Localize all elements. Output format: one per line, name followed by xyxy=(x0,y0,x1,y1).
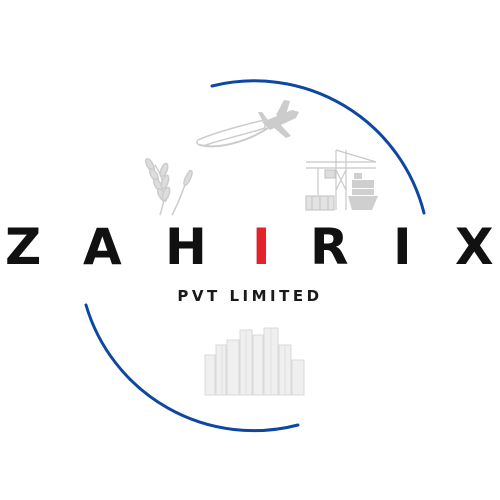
wheat-icon xyxy=(144,158,193,216)
brand-letter-h: H xyxy=(165,218,207,276)
ring-arc-top xyxy=(210,79,426,215)
brand-letter-r: R xyxy=(310,218,349,276)
airplane-icon xyxy=(196,100,299,148)
brand-letter-x: X xyxy=(455,218,494,276)
brand-letter-z: Z xyxy=(5,218,42,276)
ring-arc-bottom xyxy=(84,303,300,433)
port-crane-icon xyxy=(305,149,377,211)
tagline: PVT LIMITED xyxy=(177,287,323,305)
brand-letter-i-accent: I xyxy=(252,218,271,276)
cargo-ship-icon xyxy=(348,173,378,210)
brand-letter-i: I xyxy=(393,218,412,276)
brand-letter-a: A xyxy=(83,218,122,276)
city-buildings-icon xyxy=(204,327,305,396)
brand-wordmark: Z A H I R I X xyxy=(0,222,500,278)
